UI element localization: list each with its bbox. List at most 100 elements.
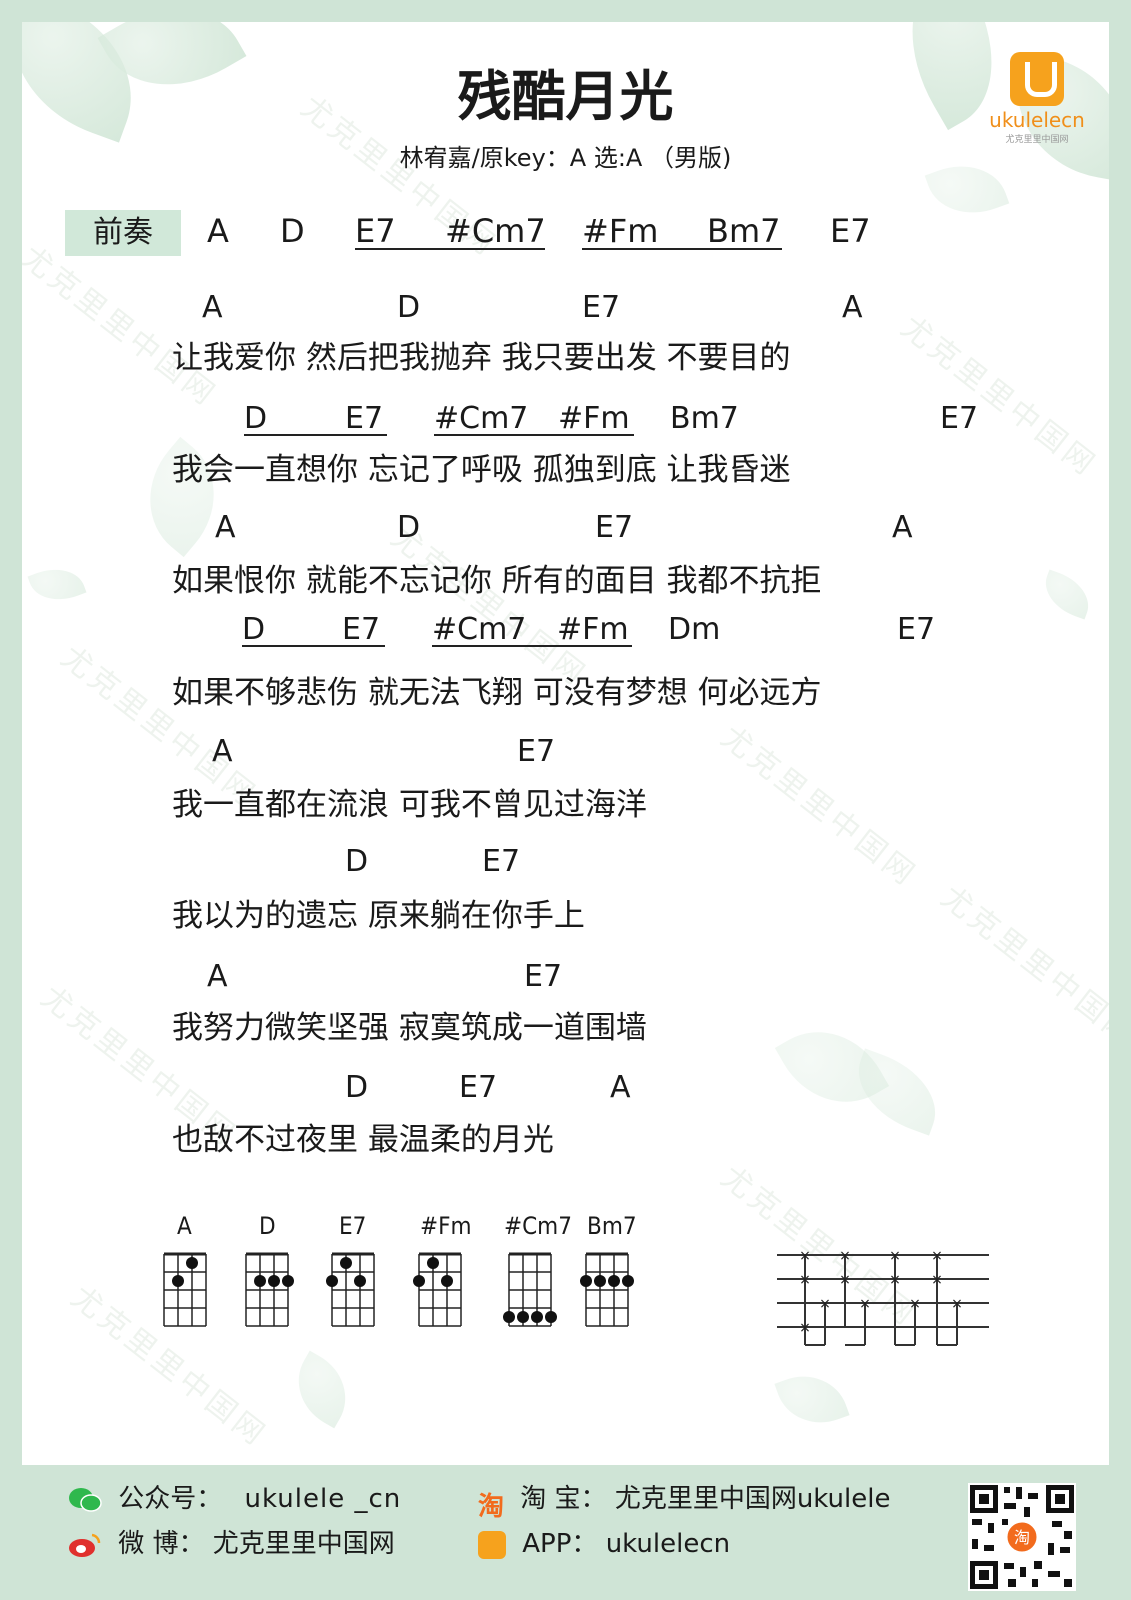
lyric-line: 我一直都在流浪 可我不曾见过海洋 (172, 787, 647, 823)
lyric-line: 我以为的遗忘 原来躺在你手上 (172, 898, 585, 934)
chord-diagram-name: #Fm (420, 1212, 472, 1240)
intro-chord: E7 (830, 212, 871, 250)
watermark: 尤克里里中国网 (714, 719, 924, 894)
qr-code[interactable]: 淘 (968, 1483, 1076, 1591)
chord-underline (244, 434, 387, 436)
song-title: 残酷月光 (457, 65, 674, 128)
leaf-decoration (27, 559, 87, 610)
chord-label: A (202, 290, 223, 325)
chord-underline (432, 645, 632, 647)
finger-dot (608, 1275, 620, 1287)
watermark: 尤克里里中国网 (894, 309, 1104, 484)
chord-label: E7 (345, 401, 384, 436)
lyric-line: 如果不够悲伤 就无法飞翔 可没有梦想 何必远方 (172, 675, 822, 711)
chord-diagram-name: #Cm7 (504, 1212, 572, 1240)
chord-underline (434, 434, 634, 436)
chord-diagram (503, 1252, 557, 1327)
lyric-line: 也敌不过夜里 最温柔的月光 (172, 1122, 554, 1158)
chord-diagram (245, 1252, 294, 1327)
chord-label: A (207, 959, 228, 994)
finger-dot (340, 1257, 352, 1269)
chord-label: #Fm (558, 401, 630, 436)
chord-label: E7 (482, 844, 521, 879)
svg-text:×: × (931, 1248, 943, 1264)
chord-diagram (580, 1252, 634, 1327)
svg-text:×: × (839, 1272, 851, 1288)
weibo-icon (69, 1533, 101, 1557)
finger-dot (254, 1275, 266, 1287)
svg-text:×: × (909, 1296, 921, 1312)
chord-label: Bm7 (670, 401, 739, 436)
finger-dot (531, 1311, 543, 1323)
chord-diagram-name: Bm7 (587, 1212, 637, 1240)
ukulele-logo-icon (1010, 52, 1064, 106)
intro-chord: A (207, 212, 229, 250)
footer-weibo[interactable]: 微 博： 尤克里里中国网 (68, 1523, 395, 1560)
app-value: ukulelecn (605, 1529, 731, 1559)
chord-label: A (842, 290, 863, 325)
song-sheet: 尤克里里中国网 尤克里里中国网 尤克里里中国网 尤克里里中国网 尤克里里中国网 … (22, 22, 1109, 1465)
watermark: 尤克里里中国网 (22, 239, 224, 414)
finger-dot (580, 1275, 592, 1287)
chord-label: D (242, 612, 266, 647)
chord-diagram (413, 1252, 462, 1327)
wechat-label: 公众号： (118, 1484, 223, 1514)
chord-diagram-name: A (177, 1212, 192, 1240)
intro-chord: #Fm (582, 212, 659, 250)
finger-dot (186, 1257, 198, 1269)
finger-dot (622, 1275, 634, 1287)
app-label: APP： (522, 1529, 598, 1559)
footer-app[interactable]: APP： ukulelecn (478, 1523, 730, 1560)
chord-label: E7 (459, 1070, 498, 1105)
weibo-label: 微 博： (118, 1529, 205, 1559)
finger-dot (427, 1257, 439, 1269)
wechat-icon (69, 1487, 102, 1512)
svg-text:×: × (951, 1296, 963, 1312)
finger-dot (517, 1311, 529, 1323)
chord-label: E7 (940, 401, 979, 436)
chord-label: E7 (517, 734, 556, 769)
svg-text:×: × (799, 1248, 811, 1264)
intro-label: 前奏 (65, 210, 181, 256)
chord-label: #Cm7 (434, 401, 529, 436)
chord-label: #Fm (557, 612, 629, 647)
wechat-value: ukulele _cn (244, 1484, 402, 1514)
chord-label: D (397, 510, 421, 545)
logo-subtext: 尤克里里中国网 (1005, 135, 1069, 145)
finger-dot (413, 1275, 425, 1287)
svg-text:×: × (799, 1272, 811, 1288)
site-logo[interactable]: ukulelecn 尤克里里中国网 (977, 52, 1097, 145)
finger-dot (268, 1275, 280, 1287)
chord-underline (582, 248, 782, 250)
intro-chord: E7 (355, 212, 396, 250)
app-icon (478, 1530, 506, 1559)
chord-diagram (326, 1252, 375, 1327)
chord-label: E7 (342, 612, 381, 647)
footer-taobao[interactable]: 淘 淘 宝： 尤克里里中国网ukulele (478, 1478, 890, 1522)
footer-wechat[interactable]: 公众号： ukulele _cn (68, 1478, 401, 1515)
svg-text:×: × (889, 1248, 901, 1264)
finger-dot (545, 1311, 557, 1323)
chord-diagram-name: D (259, 1212, 276, 1240)
svg-text:×: × (889, 1272, 901, 1288)
logo-text: ukulelecn (989, 108, 1085, 132)
finger-dot (282, 1275, 294, 1287)
qr-center-label: 淘 (1014, 1528, 1030, 1547)
chord-label: E7 (582, 290, 621, 325)
taobao-icon: 淘 (478, 1491, 505, 1522)
chord-label: A (215, 510, 236, 545)
leaf-decoration (774, 1363, 850, 1436)
finger-dot (594, 1275, 606, 1287)
svg-text:×: × (839, 1248, 851, 1264)
intro-chord: #Cm7 (445, 212, 546, 250)
lyric-line: 我努力微笑坚强 寂寞筑成一道围墙 (172, 1010, 647, 1046)
intro-chord: D (280, 212, 305, 250)
footer: 公众号： ukulele _cn 微 博： 尤克里里中国网 淘 淘 宝： 尤克里… (0, 1465, 1131, 1600)
chord-diagram (163, 1252, 207, 1327)
svg-text:×: × (819, 1296, 831, 1312)
chord-label: A (892, 510, 913, 545)
chord-label: D (345, 1070, 369, 1105)
finger-dot (354, 1275, 366, 1287)
leaf-decoration (282, 1350, 362, 1429)
lyric-line: 如果恨你 就能不忘记你 所有的面目 我都不抗拒 (172, 563, 822, 599)
